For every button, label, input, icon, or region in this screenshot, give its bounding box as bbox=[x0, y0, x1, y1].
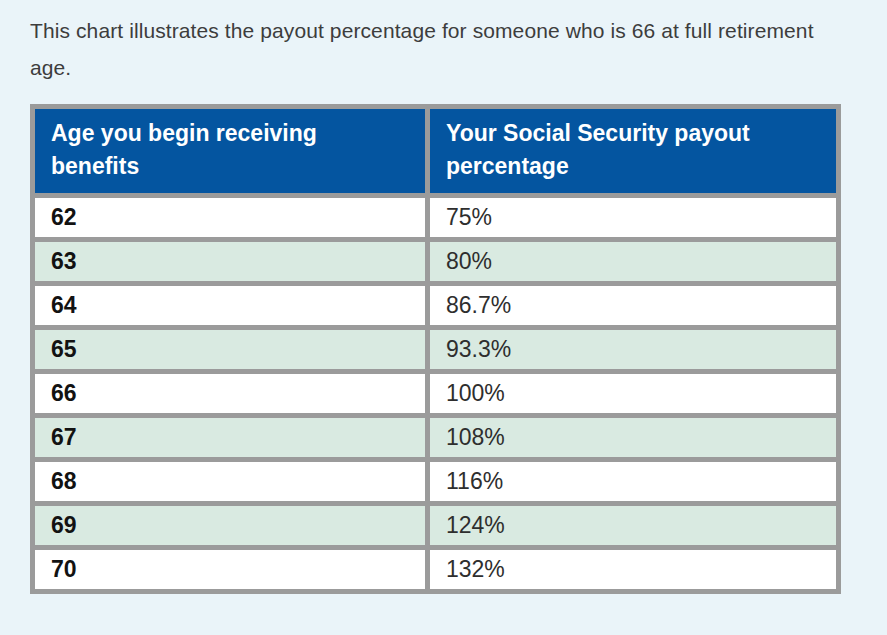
table-row: 70 132% bbox=[33, 548, 839, 592]
payout-cell: 93.3% bbox=[428, 328, 839, 372]
column-header-payout: Your Social Security payout percentage bbox=[428, 107, 839, 196]
intro-text: This chart illustrates the payout percen… bbox=[30, 12, 830, 86]
table-body: 62 75% 63 80% 64 86.7% 65 93.3% 66 100% … bbox=[33, 196, 839, 592]
payout-cell: 124% bbox=[428, 504, 839, 548]
table-row: 64 86.7% bbox=[33, 284, 839, 328]
age-cell: 65 bbox=[33, 328, 428, 372]
table-row: 68 116% bbox=[33, 460, 839, 504]
payout-table: Age you begin receiving benefits Your So… bbox=[30, 104, 841, 594]
age-cell: 70 bbox=[33, 548, 428, 592]
column-header-age: Age you begin receiving benefits bbox=[33, 107, 428, 196]
age-cell: 68 bbox=[33, 460, 428, 504]
payout-cell: 132% bbox=[428, 548, 839, 592]
age-cell: 67 bbox=[33, 416, 428, 460]
payout-cell: 75% bbox=[428, 196, 839, 240]
age-cell: 63 bbox=[33, 240, 428, 284]
age-cell: 69 bbox=[33, 504, 428, 548]
payout-cell: 86.7% bbox=[428, 284, 839, 328]
age-cell: 66 bbox=[33, 372, 428, 416]
table-header: Age you begin receiving benefits Your So… bbox=[33, 107, 839, 196]
payout-cell: 80% bbox=[428, 240, 839, 284]
header-row: Age you begin receiving benefits Your So… bbox=[33, 107, 839, 196]
payout-cell: 108% bbox=[428, 416, 839, 460]
age-cell: 64 bbox=[33, 284, 428, 328]
table-row: 67 108% bbox=[33, 416, 839, 460]
page: This chart illustrates the payout percen… bbox=[0, 0, 887, 635]
payout-cell: 116% bbox=[428, 460, 839, 504]
table-row: 69 124% bbox=[33, 504, 839, 548]
payout-cell: 100% bbox=[428, 372, 839, 416]
table-row: 65 93.3% bbox=[33, 328, 839, 372]
table-row: 63 80% bbox=[33, 240, 839, 284]
table-row: 66 100% bbox=[33, 372, 839, 416]
age-cell: 62 bbox=[33, 196, 428, 240]
table-row: 62 75% bbox=[33, 196, 839, 240]
